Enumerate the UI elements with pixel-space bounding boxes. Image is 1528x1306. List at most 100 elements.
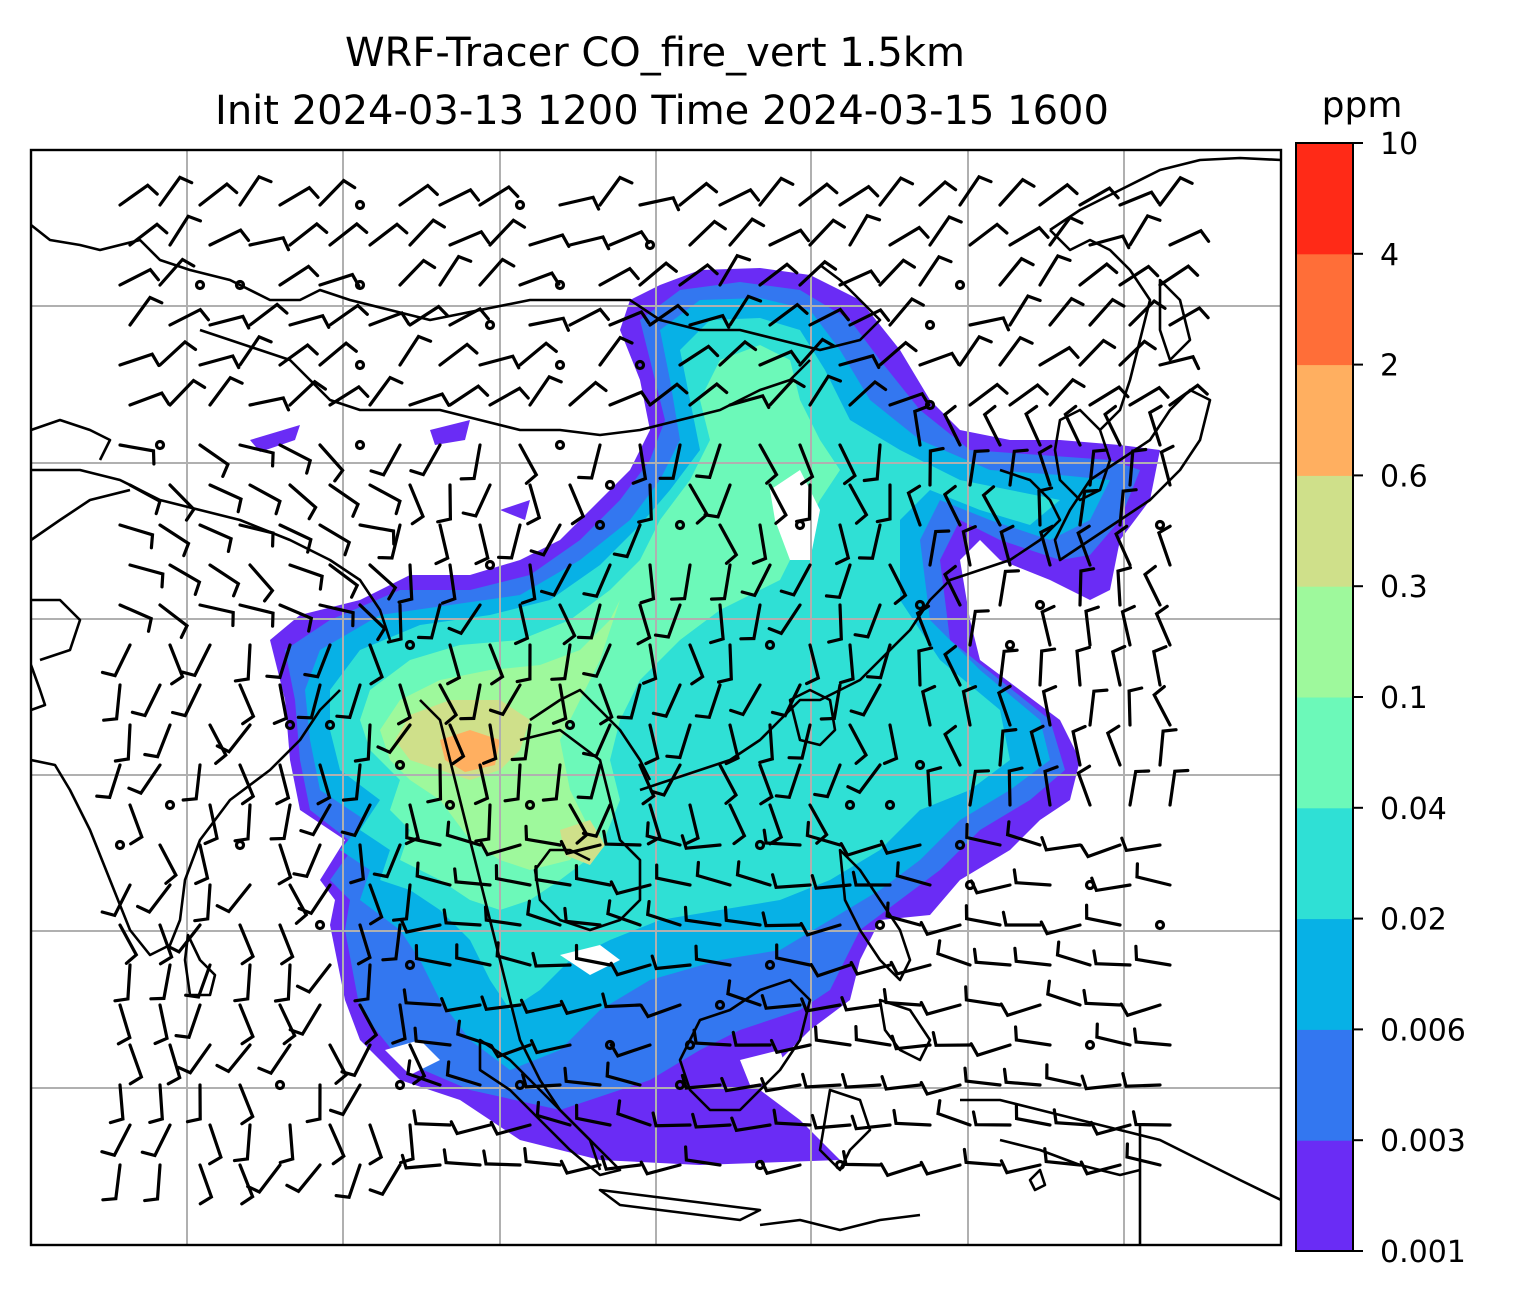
wind-barb xyxy=(269,803,292,841)
wind-barb xyxy=(728,217,766,247)
wind-barb xyxy=(1040,836,1082,852)
wind-barb xyxy=(1114,524,1132,567)
wind-barb xyxy=(353,963,372,1003)
wind-barb xyxy=(758,262,799,287)
wind-barb xyxy=(915,604,932,647)
wind-barb xyxy=(456,1019,492,1047)
wind-barb xyxy=(488,643,505,686)
wind-barb xyxy=(998,335,1034,367)
wind-barb xyxy=(143,1163,162,1203)
wind-barb xyxy=(208,228,251,247)
wind-barb xyxy=(875,483,892,524)
wind-barb xyxy=(128,222,169,247)
colorbar-swatch xyxy=(1296,1140,1353,1252)
wind-barb xyxy=(215,723,252,754)
wind-barb xyxy=(770,683,802,718)
wind-barb xyxy=(1118,488,1138,527)
wind-barb xyxy=(526,899,562,927)
wind-barb xyxy=(1008,448,1029,487)
wind-barb xyxy=(316,763,332,806)
wind-barb xyxy=(194,843,210,886)
wind-barb xyxy=(964,904,1002,927)
wind-barb xyxy=(658,443,682,480)
wind-barb xyxy=(1078,262,1119,287)
wind-barb xyxy=(391,1003,407,1045)
calm-wind-marker xyxy=(674,1079,686,1091)
wind-barb xyxy=(528,233,571,248)
wind-barb xyxy=(649,763,682,797)
wind-barb xyxy=(1090,876,1132,893)
wind-barb xyxy=(1079,1160,1122,1176)
wind-barb xyxy=(680,834,722,850)
wind-barb xyxy=(278,603,314,633)
wind-barb xyxy=(328,1123,346,1166)
wind-barb xyxy=(998,648,1019,687)
wind-barb xyxy=(639,563,656,605)
wind-barb xyxy=(208,483,243,514)
wind-barb xyxy=(208,375,244,407)
wind-barb xyxy=(1038,182,1079,207)
wind-barb xyxy=(398,258,437,287)
wind-barb xyxy=(638,261,678,287)
wind-barb xyxy=(1128,769,1151,807)
wind-barb xyxy=(288,1003,322,1037)
wind-barb xyxy=(568,380,608,407)
wind-barb xyxy=(398,334,433,367)
wind-barb xyxy=(718,763,739,805)
wind-barb xyxy=(890,1034,932,1051)
wind-barb xyxy=(1039,920,1082,936)
calm-wind-marker xyxy=(924,399,936,411)
wind-barb xyxy=(529,1039,572,1055)
wind-barb xyxy=(118,603,154,633)
wind-barb xyxy=(128,483,162,516)
map-gridlines xyxy=(31,150,1281,1245)
wind-barb xyxy=(717,643,733,684)
wind-barb xyxy=(982,404,1002,447)
wind-barb xyxy=(606,899,642,927)
wind-barb xyxy=(518,341,558,367)
wind-barb xyxy=(609,961,652,977)
wind-barb xyxy=(438,342,479,367)
wind-barb xyxy=(275,763,291,806)
wind-barb xyxy=(523,1147,562,1167)
colorbar-tick-label: 0.3 xyxy=(1380,570,1428,605)
wind-barb xyxy=(198,603,235,628)
wind-barb xyxy=(637,483,653,524)
wind-barb xyxy=(694,944,732,967)
wind-barb xyxy=(1071,724,1087,767)
wind-barb xyxy=(1048,377,1086,407)
wind-barb xyxy=(438,254,473,287)
wind-barb xyxy=(838,353,881,369)
wind-barb xyxy=(644,723,660,766)
wind-barb xyxy=(759,1159,802,1176)
wind-barb xyxy=(1120,604,1136,647)
wind-barb xyxy=(768,483,788,525)
wind-barb xyxy=(288,483,318,521)
wind-barb xyxy=(1119,1002,1162,1018)
wind-barb xyxy=(768,377,806,407)
colorbar-swatch xyxy=(1296,143,1353,255)
calm-wind-marker xyxy=(914,759,926,771)
wind-barb xyxy=(1120,836,1162,853)
colorbar-tick-label: 4 xyxy=(1380,238,1399,273)
wind-barb xyxy=(368,1163,402,1197)
calm-wind-marker xyxy=(484,559,496,571)
colorbar-swatch xyxy=(1296,1029,1353,1141)
wind-barb xyxy=(368,1123,384,1166)
wind-barb xyxy=(848,213,882,247)
calm-wind-marker xyxy=(324,719,336,731)
wind-barb xyxy=(550,643,572,681)
wind-barb xyxy=(168,214,202,247)
wind-barb xyxy=(1103,404,1122,447)
wind-barb xyxy=(968,449,990,487)
wind-barb xyxy=(854,1025,892,1047)
wind-barb xyxy=(409,443,442,477)
wind-barb xyxy=(168,378,207,407)
wind-barb xyxy=(878,340,918,367)
wind-barb xyxy=(568,307,610,327)
wind-barb xyxy=(694,683,722,720)
calm-wind-marker xyxy=(554,359,566,371)
wind-barb xyxy=(417,603,442,640)
wind-barb xyxy=(412,1109,452,1127)
wind-barb xyxy=(1048,215,1084,247)
